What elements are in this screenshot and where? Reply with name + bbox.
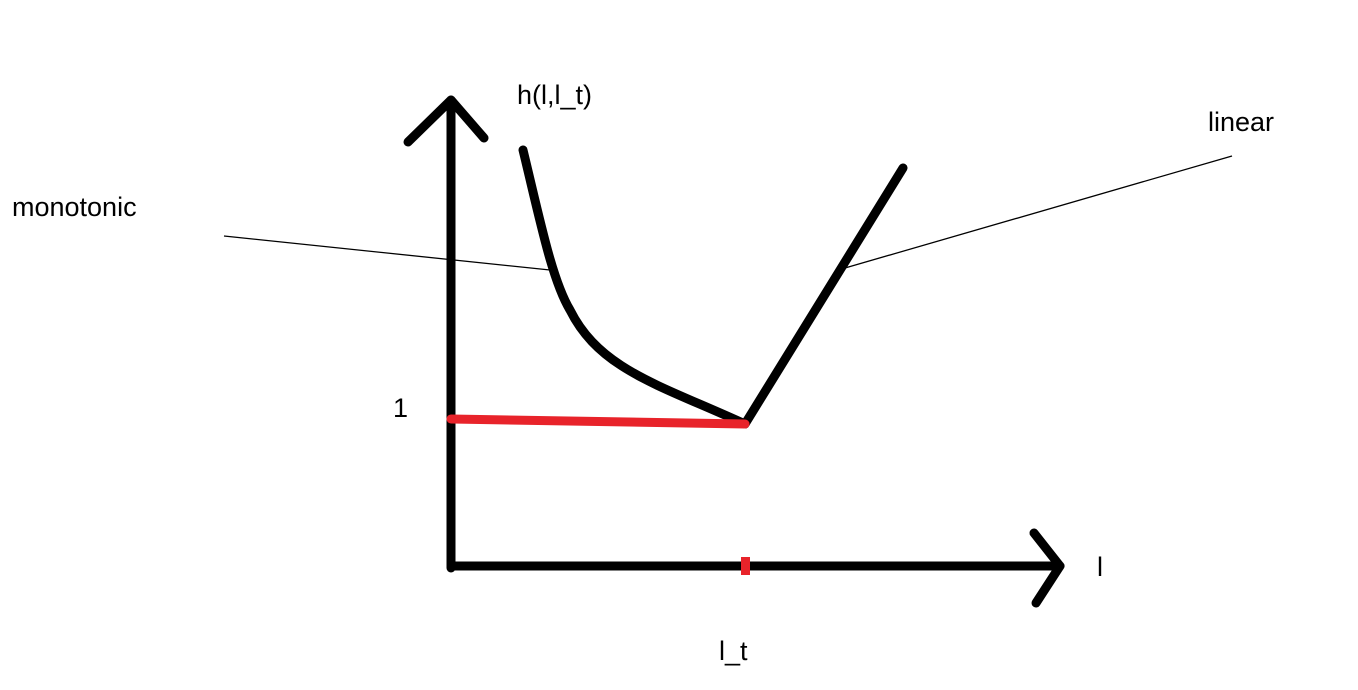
x-axis-arrowhead xyxy=(1029,528,1065,608)
linear-label: linear xyxy=(1208,107,1274,137)
threshold-marker xyxy=(741,557,750,575)
x-tick-lt-label: l_t xyxy=(719,636,748,666)
monotonic-pointer xyxy=(223,235,551,271)
monotonic-label: monotonic xyxy=(12,192,137,222)
linear-segment xyxy=(740,163,908,429)
x-axis-label: l xyxy=(1097,552,1103,582)
monotonic-curve xyxy=(518,145,750,429)
y-axis-arrowhead xyxy=(403,95,489,147)
y-tick-one-label: 1 xyxy=(393,393,408,423)
y-axis-label: h(l,l_t) xyxy=(517,80,592,110)
baseline-at-one xyxy=(446,414,750,429)
linear-pointer xyxy=(844,155,1233,269)
